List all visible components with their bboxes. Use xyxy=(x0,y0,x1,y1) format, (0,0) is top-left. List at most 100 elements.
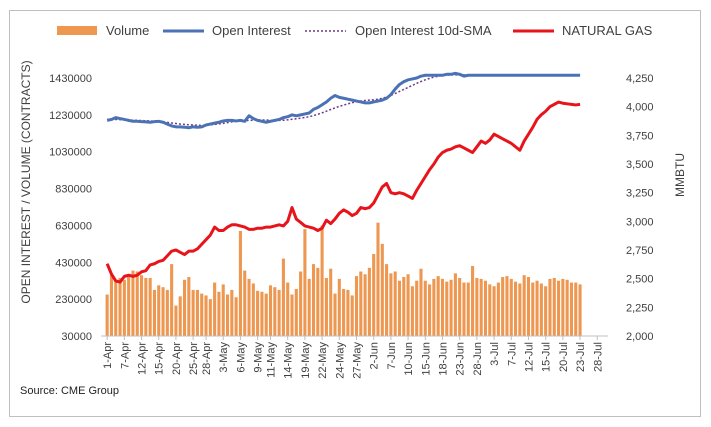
volume-bar xyxy=(526,277,531,336)
volume-bar xyxy=(531,282,535,336)
volume-bar xyxy=(213,282,217,336)
y-left-tick-label: 30000 xyxy=(61,331,92,343)
volume-bar xyxy=(363,274,367,336)
x-tick-label: 6-May xyxy=(235,342,247,373)
volume-bar xyxy=(174,305,178,336)
y-axis-left-title: OPEN INTEREST / VOLUME (CONTRACTS) xyxy=(19,60,33,303)
volume-bar xyxy=(535,280,539,336)
volume-bar xyxy=(561,278,565,336)
natural-gas-line xyxy=(105,100,581,284)
y-right-tick-label: 3,000 xyxy=(626,216,654,228)
volume-bar xyxy=(234,297,238,336)
volume-bar xyxy=(466,282,470,336)
x-tick-label: 12-Jul xyxy=(523,342,535,372)
volume-bar xyxy=(157,285,161,336)
volume-bar xyxy=(574,282,578,336)
x-tick-label: 28-Jun xyxy=(472,342,484,376)
x-tick-label: 7-Jun xyxy=(386,342,398,370)
volume-bar xyxy=(273,287,277,336)
volume-bar xyxy=(376,222,380,336)
x-tick-label: 28-Jul xyxy=(592,342,604,372)
volume-bar xyxy=(182,279,187,336)
volume-bar xyxy=(311,264,316,336)
volume-bar xyxy=(440,278,445,336)
volume-bar xyxy=(346,289,350,336)
volume-bar xyxy=(299,271,303,336)
volume-bar xyxy=(281,258,285,336)
volume-bar xyxy=(453,273,457,336)
y-right-tick-label: 3,750 xyxy=(626,130,654,142)
x-tick-label: 9-May xyxy=(253,342,265,373)
volume-bar xyxy=(492,286,496,336)
volume-bar xyxy=(415,280,419,336)
volume-bar xyxy=(277,289,281,336)
volume-bar xyxy=(260,291,264,336)
y-left-tick-label: 1430000 xyxy=(49,73,92,85)
volume-bar xyxy=(518,283,522,336)
volume-bar xyxy=(139,275,144,336)
volume-bars xyxy=(105,222,582,336)
volume-bar xyxy=(131,270,135,336)
volume-bar xyxy=(449,279,453,336)
x-tick-label: 19-May xyxy=(300,342,312,379)
y-left-tick-label: 430000 xyxy=(55,257,92,269)
sma-line xyxy=(107,74,581,127)
x-tick-label: 22-May xyxy=(317,342,329,379)
volume-bar xyxy=(286,282,290,336)
y-axis-right-ticks: 4,250 4,000 3,750 3,500 3,250 3,000 2,750 2,500… xyxy=(626,73,654,343)
volume-bar xyxy=(195,289,199,336)
volume-bar xyxy=(105,294,109,336)
volume-bar xyxy=(423,280,427,336)
volume-bar xyxy=(522,275,526,336)
volume-bar xyxy=(221,284,225,336)
x-tick-label: 7-Jul xyxy=(506,342,518,366)
x-tick-label: 27-May xyxy=(352,342,364,379)
volume-bar xyxy=(372,253,376,336)
volume-bar xyxy=(337,278,341,336)
volume-bar xyxy=(385,264,389,336)
open-interest-line xyxy=(106,71,581,130)
volume-bar xyxy=(380,243,384,336)
x-tick-label: 3-May xyxy=(218,342,230,373)
volume-bar xyxy=(359,271,363,336)
volume-bar xyxy=(544,286,548,336)
volume-bar xyxy=(307,278,311,336)
x-tick-label: 20-Jul xyxy=(558,342,570,372)
volume-bar xyxy=(294,289,298,336)
volume-bar xyxy=(268,285,273,336)
volume-bar xyxy=(225,294,230,336)
volume-bar xyxy=(165,289,169,336)
volume-bar xyxy=(552,277,556,336)
volume-bar xyxy=(578,284,582,336)
volume-bar xyxy=(290,294,294,336)
legend-swatch-volume xyxy=(57,26,97,35)
x-tick-label: 2-Jun xyxy=(369,342,381,370)
volume-bar xyxy=(402,277,406,336)
x-tick-label: 14-May xyxy=(283,342,295,379)
volume-bar xyxy=(316,267,320,336)
volume-bar xyxy=(548,278,552,336)
y-right-tick-label: 3,500 xyxy=(626,159,654,171)
y-left-tick-label: 1030000 xyxy=(49,147,92,159)
legend-label-natural-gas: NATURAL GAS xyxy=(562,23,653,38)
volume-bar xyxy=(436,276,440,336)
y-left-tick-label: 830000 xyxy=(55,184,92,196)
legend: Volume Open Interest Open Interest 10d-S… xyxy=(57,23,653,38)
volume-bar xyxy=(397,280,402,336)
x-tick-label: 15-Apr xyxy=(154,342,166,375)
volume-bar xyxy=(148,277,152,336)
volume-bar xyxy=(462,282,466,336)
volume-bar xyxy=(191,289,195,336)
volume-bar xyxy=(170,264,174,336)
volume-bar xyxy=(475,277,479,336)
volume-bar xyxy=(230,289,234,336)
volume-bar xyxy=(514,281,518,336)
volume-bar xyxy=(204,295,208,336)
volume-bar xyxy=(238,230,242,336)
volume-bar xyxy=(505,276,509,336)
y-right-tick-label: 4,000 xyxy=(626,102,654,114)
volume-bar xyxy=(264,293,268,336)
volume-bar xyxy=(419,268,423,336)
y-right-tick-label: 4,250 xyxy=(626,73,654,85)
x-tick-label: 28-Apr xyxy=(201,342,213,375)
